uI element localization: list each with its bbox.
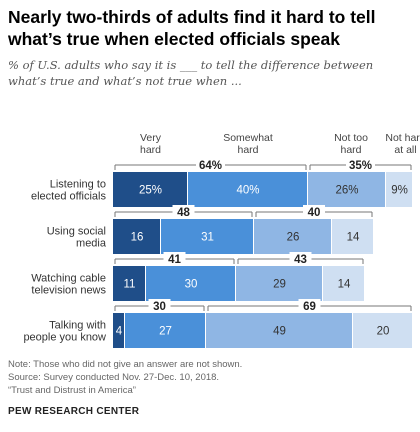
net-hard-label-bg xyxy=(148,299,171,311)
category-label: Watching cable xyxy=(31,273,106,285)
bar-value-label: 20 xyxy=(377,326,390,338)
bar-value-label: 40% xyxy=(236,185,259,197)
category-label: television news xyxy=(31,285,106,297)
net-not-hard-label: 40 xyxy=(308,207,321,219)
bar-segment xyxy=(308,172,385,207)
legend-label-2: hard xyxy=(237,144,258,156)
net-hard-label: 41 xyxy=(168,254,181,266)
bar-value-label: 29 xyxy=(273,279,286,291)
bar-segment xyxy=(353,313,412,348)
category-label: Talking with xyxy=(49,320,106,332)
bar-value-label: 4 xyxy=(116,326,123,338)
bar-value-label: 16 xyxy=(131,232,144,244)
brand-logo-text: PEW RESEARCH CENTER xyxy=(8,406,140,417)
net-hard-label: 30 xyxy=(153,301,166,313)
note-text: Note: Those who did not give an answer a… xyxy=(8,359,243,370)
bar-value-label: 49 xyxy=(273,326,286,338)
net-hard-label-bg xyxy=(196,158,225,170)
bar-value-label: 11 xyxy=(124,279,136,291)
bar-value-label: 26% xyxy=(335,185,358,197)
bar-segment xyxy=(161,219,253,254)
bar-segment xyxy=(206,313,352,348)
bar-segment xyxy=(323,266,364,301)
bar-value-label: 14 xyxy=(338,279,351,291)
bar-value-label: 14 xyxy=(347,232,360,244)
bar-segment xyxy=(188,172,307,207)
category-label: people you know xyxy=(23,332,106,344)
bar-segment xyxy=(254,219,331,254)
net-not-hard-label-bg xyxy=(298,299,321,311)
net-hard-label-bg xyxy=(172,205,195,217)
net-hard-label: 48 xyxy=(177,207,190,219)
net-not-hard-label: 43 xyxy=(294,254,307,266)
bar-value-label: 26 xyxy=(287,232,300,244)
legend-label-3: hard xyxy=(340,144,361,156)
legend-label-4: Not hard xyxy=(385,132,420,144)
legend-label-1: hard xyxy=(140,144,161,156)
bar-value-label: 31 xyxy=(201,232,214,244)
legend-label-1: Very xyxy=(140,132,162,144)
legend-label-2: Somewhat xyxy=(223,132,273,144)
bar-segment xyxy=(113,266,145,301)
report-title: “Trust and Distrust in America” xyxy=(8,385,136,396)
net-not-hard-label: 35% xyxy=(349,160,372,172)
bar-value-label: 30 xyxy=(185,279,198,291)
source-text: Source: Survey conducted Nov. 27-Dec. 10… xyxy=(8,372,220,383)
category-label: elected officials xyxy=(31,191,107,203)
bar-value-label: 27 xyxy=(159,326,172,338)
bar-segment xyxy=(113,313,124,348)
net-not-hard-label: 69 xyxy=(303,301,316,313)
legend-label-3: Not too xyxy=(334,132,368,144)
category-label: media xyxy=(76,238,107,250)
bar-value-label: 9% xyxy=(391,185,408,197)
bar-segment xyxy=(113,219,160,254)
bar-value-label: 25% xyxy=(139,185,162,197)
bar-segment xyxy=(386,172,412,207)
footnote: Note: Those who did not give an answer a… xyxy=(8,358,412,397)
category-label: Using social xyxy=(47,226,106,238)
legend-label-4: at all xyxy=(394,144,416,156)
bar-segment xyxy=(146,266,235,301)
net-not-hard-label-bg xyxy=(289,252,312,264)
net-hard-label: 64% xyxy=(199,160,222,172)
net-not-hard-label-bg xyxy=(346,158,375,170)
bar-segment xyxy=(113,172,187,207)
bar-segment xyxy=(236,266,322,301)
net-hard-label-bg xyxy=(163,252,186,264)
net-not-hard-label-bg xyxy=(303,205,325,217)
category-label: Listening to xyxy=(50,179,106,191)
bar-segment xyxy=(125,313,205,348)
bar-segment xyxy=(332,219,373,254)
chart-subtitle: % of U.S. adults who say it is ___ to te… xyxy=(8,58,374,88)
chart-title: Nearly two-thirds of adults find it hard… xyxy=(8,7,376,49)
